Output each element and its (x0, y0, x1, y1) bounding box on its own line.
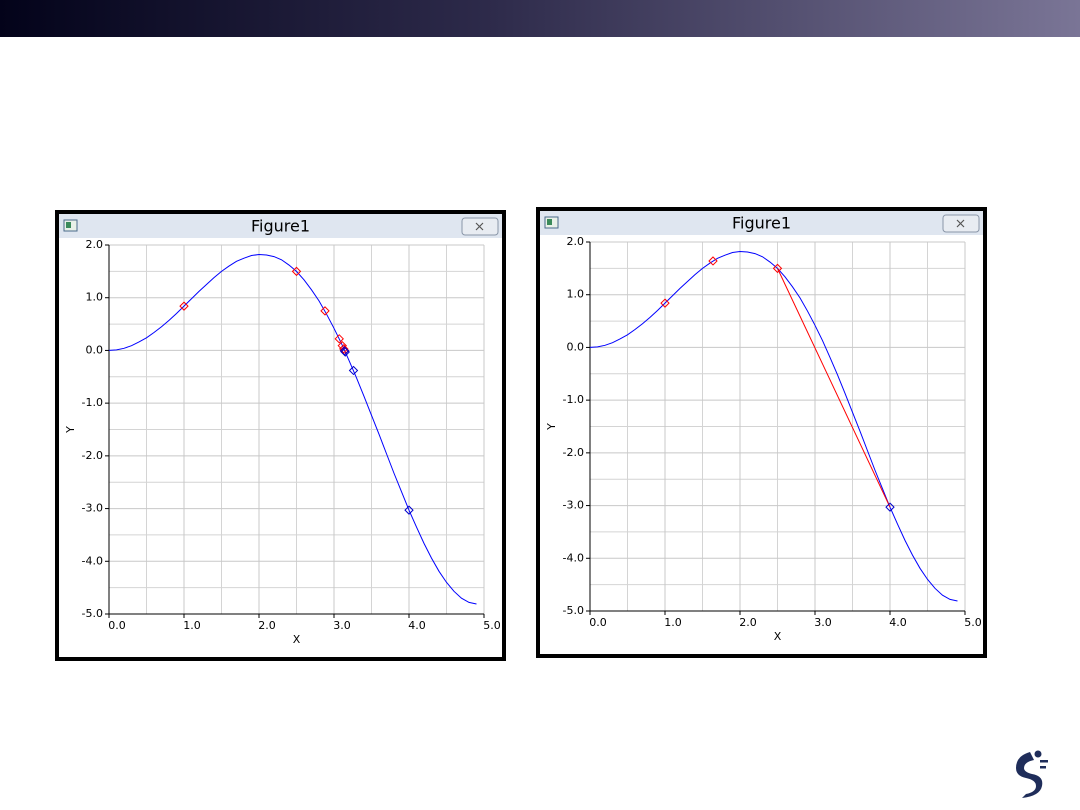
y-tick-label: -2.0 (82, 449, 103, 462)
x-tick-label: 1.0 (183, 619, 201, 632)
figure-window: Figure1 0.0 1.0 2.0 3.0 4.0 5.0 2.0 1.0 0.0 -1.0 -2… (55, 210, 506, 661)
marker (772, 263, 783, 274)
curve (108, 253, 477, 605)
x-tick-label: 0.0 (589, 616, 607, 629)
y-tick-label: 1.0 (86, 291, 104, 304)
y-tick-label: 0.0 (567, 340, 585, 353)
marker (660, 298, 670, 308)
y-tick-label: 1.0 (567, 288, 585, 301)
y-tick-label: 2.0 (86, 238, 104, 251)
marker (334, 334, 344, 344)
curve (589, 250, 958, 602)
y-tick-label: -2.0 (563, 446, 584, 459)
x-tick-label: 4.0 (889, 616, 907, 629)
y-tick-label: -5.0 (82, 607, 103, 620)
x-tick-label: 5.0 (964, 616, 982, 629)
marker (348, 365, 359, 376)
header-bar (0, 0, 1080, 37)
y-tick-label: 0.0 (86, 343, 104, 356)
marker (404, 505, 414, 515)
x-tick-label: 2.0 (258, 619, 276, 632)
close-icon (475, 222, 484, 231)
marker (291, 266, 302, 277)
y-axis-label: Y (64, 426, 77, 434)
y-axis-label: Y (545, 423, 558, 431)
close-icon (956, 219, 965, 228)
x-tick-label: 3.0 (814, 616, 832, 629)
x-tick-label: 0.0 (108, 619, 126, 632)
x-tick-label: 1.0 (664, 616, 682, 629)
window-title: Figure1 (251, 217, 310, 236)
window-icon-inner (547, 219, 552, 225)
marker (179, 301, 189, 311)
plot-panel (59, 238, 502, 657)
x-tick-label: 4.0 (408, 619, 426, 632)
marker (708, 256, 718, 266)
x-axis-label: X (774, 630, 782, 643)
x-tick-label: 2.0 (739, 616, 757, 629)
y-tick-label: -5.0 (563, 604, 584, 617)
window-icon-inner (66, 222, 71, 228)
curve (777, 268, 891, 508)
y-tick-label: -4.0 (82, 554, 103, 567)
x-axis-label: X (293, 633, 301, 646)
y-tick-label: -3.0 (82, 502, 103, 515)
marker (320, 306, 330, 316)
y-tick-label: -4.0 (563, 551, 584, 564)
marker (340, 347, 350, 357)
x-tick-label: 5.0 (483, 619, 501, 632)
y-tick-label: -3.0 (563, 499, 584, 512)
plot-panel (540, 235, 983, 654)
window-title: Figure1 (732, 214, 791, 233)
marker (885, 502, 895, 512)
figure-window: Figure1 0.0 1.0 2.0 3.0 4.0 5.0 2.0 1.0 0.0 -1.0 -2… (536, 207, 987, 658)
title-bar (540, 211, 983, 235)
marker (339, 344, 349, 354)
x-tick-label: 3.0 (333, 619, 351, 632)
y-tick-label: -1.0 (82, 396, 103, 409)
logo (1016, 750, 1048, 798)
y-tick-label: -1.0 (563, 393, 584, 406)
title-bar (59, 214, 502, 238)
y-tick-label: 2.0 (567, 235, 585, 248)
